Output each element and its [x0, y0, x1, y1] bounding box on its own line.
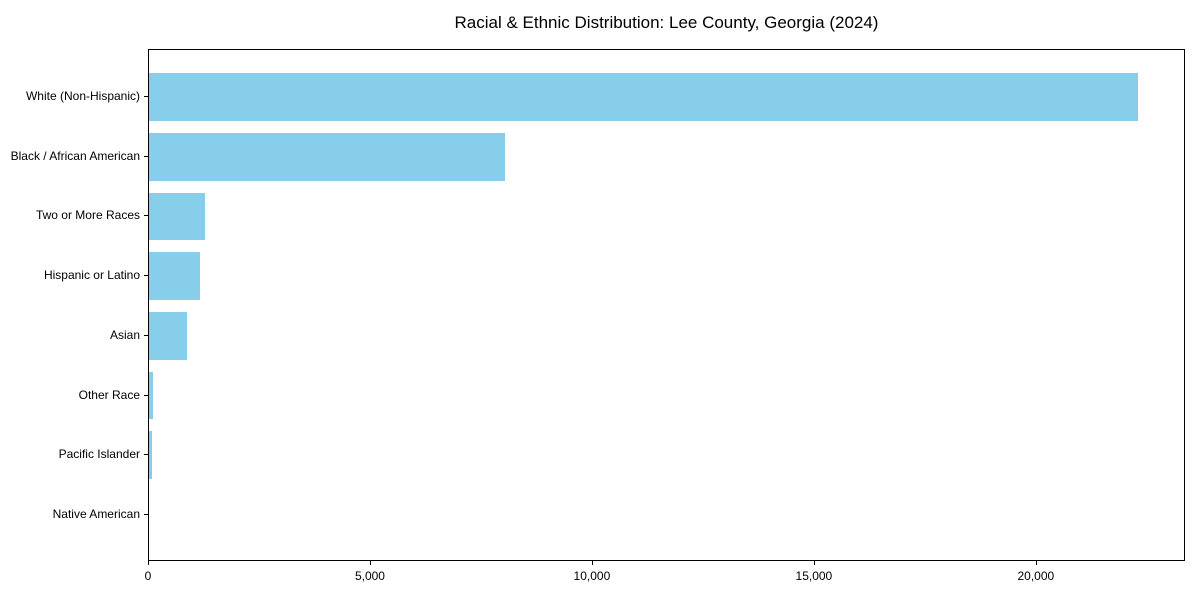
x-tick-mark — [1035, 561, 1037, 565]
y-axis-label: Native American — [52, 506, 140, 521]
x-axis-tick-label: 15,000 — [795, 569, 833, 583]
y-axis-label: Asian — [109, 327, 140, 342]
x-tick-mark — [591, 561, 593, 565]
y-axis-label: Pacific Islander — [58, 447, 140, 462]
y-tick-mark — [144, 155, 148, 157]
bar — [149, 132, 505, 181]
x-axis-tick-label: 10,000 — [573, 569, 611, 583]
x-tick-mark — [369, 561, 371, 565]
y-tick-mark — [144, 275, 148, 277]
bar — [149, 431, 153, 480]
bar — [149, 73, 1138, 121]
bar — [149, 371, 154, 420]
x-tick-mark — [813, 561, 815, 565]
x-axis-tick-label: 0 — [144, 569, 152, 583]
x-axis-tick-label: 20,000 — [1017, 569, 1055, 583]
plot-area — [148, 49, 1185, 561]
y-tick-mark — [144, 394, 148, 396]
bar — [149, 311, 187, 360]
x-tick-mark — [148, 561, 149, 565]
y-axis-label: Two or More Races — [35, 208, 140, 223]
y-tick-mark — [144, 454, 148, 456]
y-axis-label: Other Race — [78, 387, 140, 402]
y-tick-mark — [144, 96, 148, 98]
y-tick-mark — [144, 215, 148, 217]
chart-title: Racial & Ethnic Distribution: Lee County… — [454, 13, 879, 32]
y-tick-mark — [144, 334, 148, 336]
y-axis-label: Black / African American — [10, 148, 140, 163]
y-axis-label: Hispanic or Latino — [43, 268, 140, 283]
bar — [149, 252, 201, 301]
y-axis-label: White (Non-Hispanic) — [25, 89, 140, 104]
bar — [149, 192, 206, 241]
y-tick-mark — [144, 513, 148, 515]
x-axis-tick-label: 5,000 — [354, 569, 385, 583]
